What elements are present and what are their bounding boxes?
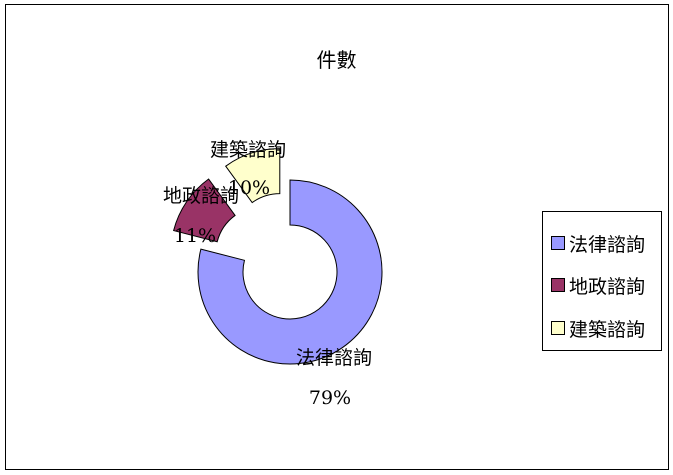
legend-item-legal: 法律諮詢 [551, 230, 645, 256]
legend-item-land: 地政諮詢 [551, 272, 645, 298]
slice-legal [197, 179, 383, 365]
slice-building [225, 148, 281, 204]
slice-value-legal: 79% [309, 387, 351, 409]
legend-item-building: 建築諮詢 [551, 315, 645, 341]
legend-label-building: 建築諮詢 [569, 318, 646, 341]
legend-swatch-land [551, 278, 565, 292]
slice-land [172, 178, 236, 243]
legend-label-legal: 法律諮詢 [569, 233, 646, 256]
slice-value-land: 11% [174, 225, 216, 247]
slice-label-building: 建築諮詢 [210, 139, 286, 161]
legend-swatch-legal [551, 236, 565, 250]
legend: 法律諮詢 地政諮詢 建築諮詢 [542, 211, 662, 351]
slice-label-legal: 法律諮詢 [296, 347, 372, 369]
slice-value-building: 10% [228, 177, 270, 199]
slice-label-land: 地政諮詢 [163, 185, 239, 207]
legend-swatch-building [551, 321, 565, 335]
legend-label-land: 地政諮詢 [569, 275, 646, 298]
chart-title: 件數 [316, 48, 357, 72]
